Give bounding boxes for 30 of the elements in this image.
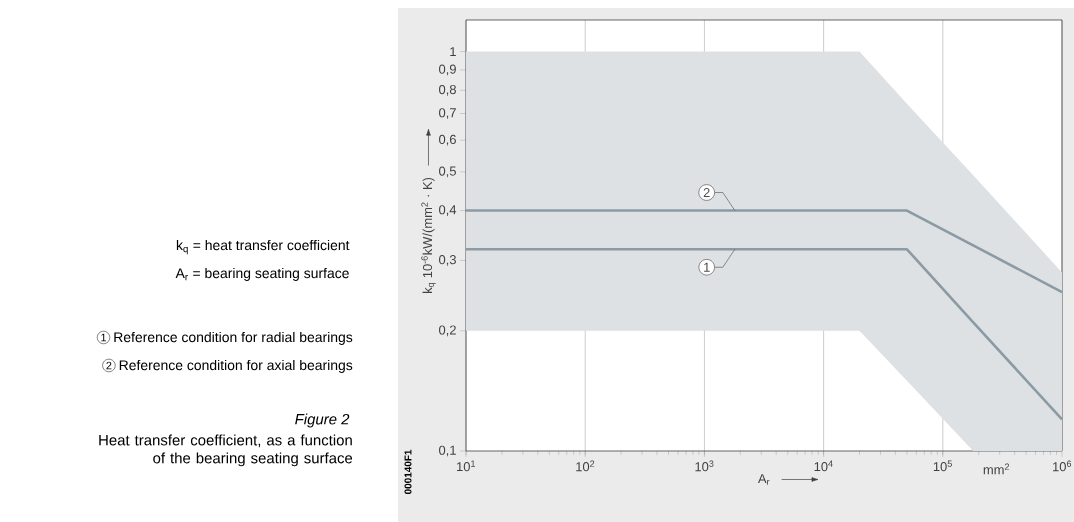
y-tick-label: 0,3 <box>439 255 456 266</box>
text: A$_{r}$ = bearing seating surface <box>175 267 349 281</box>
text: Reference condition for axial bearings <box>119 359 353 373</box>
text: Figure 2 <box>295 413 350 428</box>
x-tick-label: 10$^{6}$ <box>1053 460 1072 472</box>
series-label: 2 <box>703 188 710 198</box>
x-tick-label: 10$^{2}$ <box>576 460 595 472</box>
text: mm$^{2}$ <box>983 463 1010 475</box>
y-tick-label: 0,9 <box>439 64 456 76</box>
y-tick-label: 0,8 <box>439 84 456 96</box>
series-label: 1 <box>704 262 710 272</box>
y-tick-label: 0,4 <box>439 205 457 216</box>
text: Heat transfer coefficient, as a function of the bearing seating surface <box>99 434 353 467</box>
y-tick-label: 0,6 <box>439 134 456 146</box>
x-tick-label: 10$^{3}$ <box>695 460 714 472</box>
text: 1 <box>101 333 107 342</box>
text: k$_{q}$ = heat transfer coefficient <box>176 239 350 255</box>
y-tick-label: 0,2 <box>439 325 456 337</box>
y-axis-title: k$_{q}$ 10$^{-6}$kW/(mm$^{2}$ · K) <box>421 177 436 293</box>
x-tick-label: 10$^{1}$ <box>457 460 476 472</box>
text: 000140F1 <box>404 449 412 495</box>
y-tick-label: 1 <box>450 47 456 57</box>
x-axis-title: A$_{r}$ <box>757 474 770 485</box>
text: 2 <box>106 361 112 370</box>
x-tick-label: 10$^{5}$ <box>933 460 952 472</box>
text: Reference condition for radial bearings <box>114 331 353 345</box>
x-tick-label: 10$^{4}$ <box>814 460 833 472</box>
y-tick-label: 0,5 <box>439 166 456 178</box>
y-tick-label: 0,1 <box>439 445 456 457</box>
y-tick-label: 0,7 <box>439 108 456 119</box>
